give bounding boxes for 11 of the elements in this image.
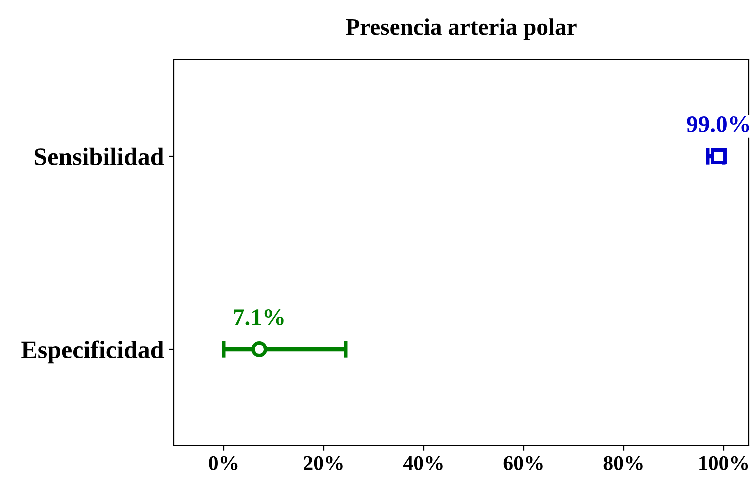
x-tick-label: 100%: [700, 456, 748, 470]
data-label: 99.0%: [687, 116, 750, 133]
chart-title: Presencia arteria polar: [346, 18, 577, 40]
x-tick-label: 80%: [604, 456, 643, 470]
y-tick-label: Sensibilidad: [34, 148, 164, 166]
x-tick-label: 60%: [504, 456, 543, 470]
x-tick-label: 20%: [304, 456, 343, 470]
y-tick-label: Especificidad: [22, 340, 164, 364]
x-tick-label: 0%: [209, 456, 238, 470]
data-label: 7.1%: [234, 309, 284, 326]
x-tick-label: 40%: [403, 456, 443, 470]
